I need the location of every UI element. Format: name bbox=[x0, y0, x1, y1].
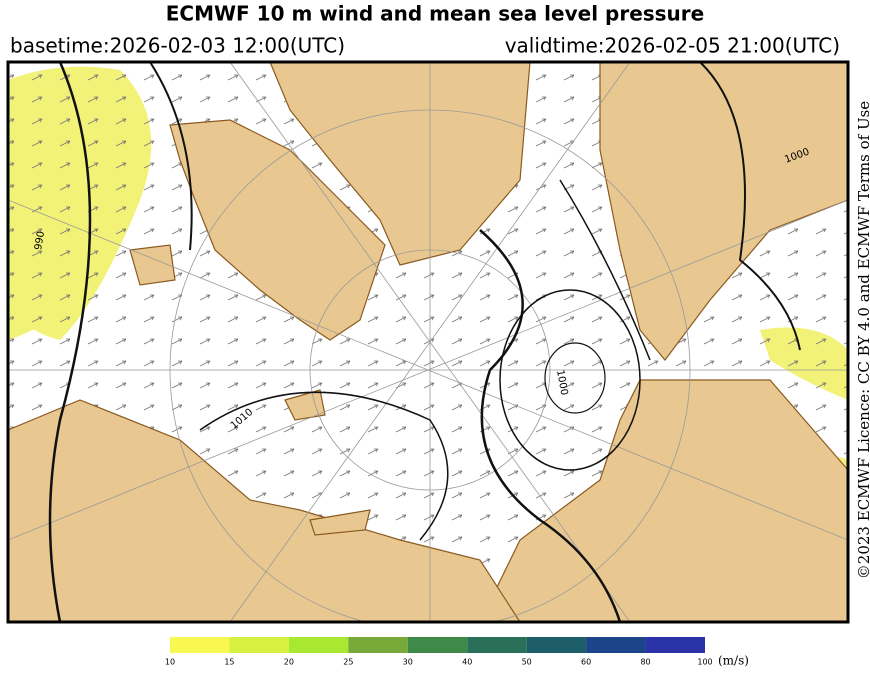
colorbar-segment bbox=[467, 637, 527, 653]
colorbar-tick-label: 10 bbox=[165, 658, 175, 667]
land bbox=[8, 62, 848, 622]
colorbar-tick-label: 100 bbox=[697, 658, 712, 667]
colorbar-tick-label: 50 bbox=[522, 658, 532, 667]
map: 1000 1010 990 1000 bbox=[8, 62, 848, 622]
basetime: basetime:2026-02-03 12:00(UTC) bbox=[10, 34, 345, 58]
colorbar-segment bbox=[645, 637, 705, 653]
isobar-label: 990 bbox=[33, 230, 47, 251]
colorbar-segment bbox=[526, 637, 587, 653]
colorbar-segment bbox=[348, 637, 408, 653]
graticule bbox=[8, 62, 848, 622]
colorbar-tick-label: 25 bbox=[343, 658, 353, 667]
colorbar-segment bbox=[586, 637, 646, 653]
colorbar: 10 15 20 25 30 40 50 60 80 100 (m/s) bbox=[165, 637, 749, 668]
colorbar-tick-label: 60 bbox=[581, 658, 591, 667]
colorbar-tick-label: 30 bbox=[403, 658, 413, 667]
validtime: validtime:2026-02-05 21:00(UTC) bbox=[505, 34, 840, 58]
colorbar-tick-label: 80 bbox=[640, 658, 650, 667]
colorbar-unit: (m/s) bbox=[718, 654, 749, 668]
colorbar-segment bbox=[288, 637, 349, 653]
colorbar-segment bbox=[407, 637, 468, 653]
title: ECMWF 10 m wind and mean sea level press… bbox=[166, 2, 704, 26]
map-frame bbox=[6, 60, 850, 624]
colorbar-tick-label: 15 bbox=[224, 658, 234, 667]
colorbar-tick-label: 20 bbox=[284, 658, 294, 667]
colorbar-tick-label: 40 bbox=[462, 658, 472, 667]
isobars bbox=[48, 62, 801, 622]
licence: ©2023 ECMWF Licence: CC BY 4.0 and ECMWF… bbox=[855, 101, 870, 580]
colorbar-segment bbox=[170, 637, 230, 653]
isobar-label: 1000 bbox=[554, 369, 569, 396]
colorbar-segment bbox=[229, 637, 289, 653]
